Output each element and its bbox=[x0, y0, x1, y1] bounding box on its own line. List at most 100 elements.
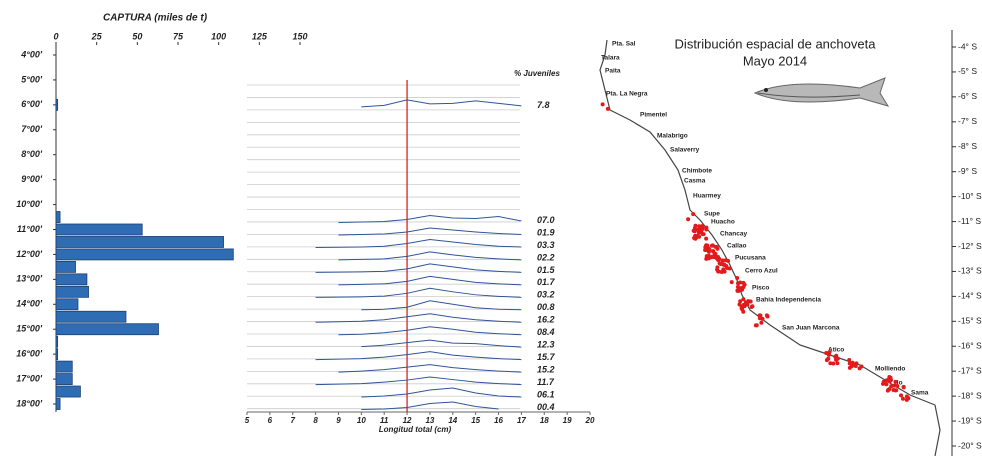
juvenile-label: 15.7 bbox=[537, 352, 556, 362]
catch-point bbox=[700, 232, 705, 237]
y-tick-label: 6°00' bbox=[21, 99, 43, 109]
x-tick-label: 11 bbox=[380, 416, 389, 425]
x-tick-label: 0 bbox=[53, 31, 58, 41]
juvenile-label: 11.7 bbox=[537, 377, 555, 387]
catch-point bbox=[697, 224, 702, 229]
bar bbox=[55, 360, 73, 373]
place-label: San Juan Marcona bbox=[782, 325, 840, 332]
lat-tick-label: -16° S bbox=[958, 341, 982, 351]
catch-point bbox=[716, 257, 721, 262]
catch-point bbox=[737, 302, 742, 307]
bar bbox=[55, 285, 89, 298]
catch-point bbox=[709, 243, 714, 248]
place-label: Pucusana bbox=[735, 255, 766, 262]
catch-point bbox=[847, 361, 852, 366]
catch-point bbox=[884, 382, 889, 387]
catch-point bbox=[754, 323, 759, 328]
catch-point bbox=[827, 350, 832, 355]
length-curve bbox=[361, 300, 522, 311]
lat-tick-label: -4° S bbox=[958, 41, 977, 51]
juvenile-label: 06.1 bbox=[537, 389, 555, 399]
lat-tick-label: -19° S bbox=[958, 415, 982, 425]
catch-point bbox=[749, 304, 754, 309]
length-curve bbox=[315, 263, 522, 273]
lat-tick-label: -9° S bbox=[958, 166, 977, 176]
x-tick-label: 9 bbox=[336, 416, 341, 425]
juvenile-label: 03.2 bbox=[537, 290, 555, 300]
length-curve bbox=[361, 387, 522, 398]
x-tick-label: 18 bbox=[540, 416, 549, 425]
catch-point bbox=[828, 361, 833, 366]
lat-tick-label: -10° S bbox=[958, 191, 982, 201]
catch-point bbox=[686, 217, 691, 222]
y-tick-label: 15°00' bbox=[16, 324, 43, 334]
y-tick-label: 7°00' bbox=[21, 124, 43, 134]
length-curve bbox=[315, 376, 522, 386]
catch-point bbox=[716, 269, 721, 274]
catch-point bbox=[834, 353, 839, 358]
catch-point bbox=[691, 228, 696, 233]
lat-tick-label: -15° S bbox=[958, 316, 982, 326]
x-tick-label: 25 bbox=[91, 31, 103, 41]
place-label: Ilo bbox=[895, 380, 903, 387]
catch-point bbox=[892, 383, 897, 388]
x-tick-label: 8 bbox=[313, 416, 318, 425]
juvenile-label: 02.2 bbox=[537, 252, 555, 262]
bar bbox=[55, 298, 79, 311]
bar bbox=[55, 310, 127, 323]
length-curve bbox=[338, 326, 522, 336]
lat-tick-label: -18° S bbox=[958, 390, 982, 400]
catch-point bbox=[717, 261, 722, 266]
juvenile-label: 12.3 bbox=[537, 340, 555, 350]
catch-point bbox=[741, 297, 746, 302]
catch-point bbox=[729, 280, 734, 285]
catch-point bbox=[893, 379, 898, 384]
catch-point bbox=[704, 236, 709, 241]
place-label: Callao bbox=[727, 243, 747, 250]
catch-point bbox=[727, 266, 732, 271]
x-tick-label: 17 bbox=[517, 416, 526, 425]
place-label: Pta. La Negra bbox=[606, 91, 648, 98]
bar bbox=[55, 348, 59, 361]
catch-point bbox=[704, 243, 709, 248]
x-tick-label: 16 bbox=[494, 416, 503, 425]
x-tick-label: 5 bbox=[245, 416, 250, 425]
y-tick-label: 12°00' bbox=[16, 249, 43, 259]
catch-point bbox=[722, 269, 727, 274]
catch-point bbox=[759, 320, 764, 325]
catch-point bbox=[711, 249, 716, 254]
juvenile-label: 08.4 bbox=[537, 327, 555, 337]
y-tick-label: 10°00' bbox=[16, 199, 43, 209]
catch-point bbox=[857, 366, 862, 371]
x-tick-label: 7 bbox=[291, 416, 296, 425]
length-curve bbox=[338, 215, 522, 224]
catch-point bbox=[715, 265, 720, 270]
lat-tick-label: -8° S bbox=[958, 141, 977, 151]
catch-point bbox=[723, 258, 728, 263]
juvenile-label: 01.9 bbox=[537, 227, 555, 237]
catch-point bbox=[904, 394, 909, 399]
x-tick-label: 50 bbox=[132, 31, 142, 41]
catch-point bbox=[757, 316, 762, 321]
juvenile-label: 15.2 bbox=[537, 364, 555, 374]
y-tick-label: 9°00' bbox=[21, 174, 43, 184]
lat-tick-label: -14° S bbox=[958, 291, 982, 301]
catch-point bbox=[735, 288, 740, 293]
map-subtitle: Mayo 2014 bbox=[743, 53, 807, 68]
catch-point bbox=[742, 304, 747, 309]
lat-tick-label: -7° S bbox=[958, 116, 977, 126]
catch-point bbox=[600, 102, 605, 107]
bar bbox=[55, 98, 59, 111]
catch-point bbox=[697, 229, 702, 234]
lat-tick-label: -5° S bbox=[958, 66, 977, 76]
catch-point bbox=[736, 281, 741, 286]
y-tick-label: 14°00' bbox=[16, 299, 43, 309]
lat-tick-label: -20° S bbox=[958, 440, 982, 450]
place-label: Atico bbox=[828, 347, 844, 354]
place-label: Talara bbox=[601, 55, 620, 62]
juvenile-label: 01.5 bbox=[537, 265, 556, 275]
juvenile-label: 03.3 bbox=[537, 240, 555, 250]
length-curve bbox=[338, 275, 522, 286]
catch-point bbox=[714, 245, 719, 250]
